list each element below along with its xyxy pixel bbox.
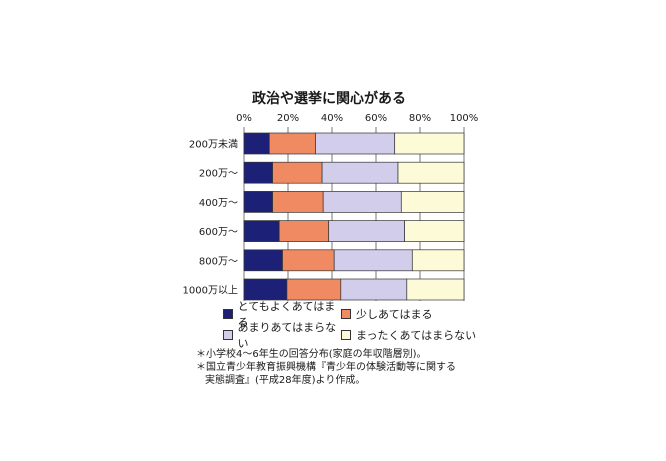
x-tick-label: 40% [321, 113, 343, 124]
bar-segment [394, 132, 465, 155]
legend-label: 少しあてはまる [356, 308, 433, 321]
bar-segment [333, 249, 413, 272]
bar-segment [322, 191, 402, 213]
bar-segment [315, 132, 396, 155]
x-tick-label: 100% [450, 113, 479, 124]
bar-segment [268, 132, 316, 155]
note-line: 実態調査』(平成28年度)より作成。 [205, 375, 366, 386]
bar-segment [243, 191, 273, 213]
x-tick-label: 80% [409, 113, 431, 124]
note-line: ＊国立青少年教育振興機構『青少年の体験活動等に関する [196, 362, 456, 373]
bar-segment [404, 220, 465, 242]
bar-segment [243, 278, 288, 301]
legend-item-not-much: あまりあてはまらない [223, 319, 341, 351]
bar-segment [272, 191, 324, 213]
bar-segment [400, 191, 465, 213]
bar-segment [272, 161, 323, 184]
bar-segment [321, 161, 399, 184]
category-label: 200万～ [199, 169, 238, 180]
legend-label: とてもよくあてはまる [237, 300, 336, 329]
bar-segment [278, 220, 330, 242]
bar-segment [328, 220, 405, 242]
x-tick-label: 0% [236, 113, 252, 124]
category-label: 1000万以上 [183, 285, 238, 297]
bar-segment [282, 249, 335, 272]
legend: とてもよくあてはまる 少しあてはまる あまりあてはまらない まったくあてはまらな… [223, 300, 523, 350]
bar-segment [243, 220, 280, 242]
legend-swatch [341, 309, 351, 319]
note-line: ＊小学校4～6年生の回答分布(家庭の年収階層別)。 [196, 349, 427, 360]
chart-title: 政治や選挙に関心がある [252, 90, 406, 107]
bar-segment [286, 278, 342, 301]
category-label: 600万～ [199, 227, 238, 238]
bar-segment [243, 132, 270, 155]
legend-swatch [223, 330, 233, 340]
legend-swatch [223, 309, 233, 319]
x-tick-label: 60% [365, 113, 387, 124]
bar-segment [406, 278, 465, 301]
bar-segment [340, 278, 408, 301]
notes: ＊小学校4～6年生の回答分布(家庭の年収階層別)。 ＊国立青少年教育振興機構『青… [196, 348, 456, 387]
bar-segment [243, 161, 273, 184]
category-label: 800万～ [199, 256, 238, 267]
bar-segment [411, 249, 465, 272]
legend-item-not-at-all: まったくあてはまらない [341, 327, 481, 343]
category-label: 400万～ [199, 198, 238, 209]
x-tick-label: 20% [277, 113, 299, 124]
category-label: 200万未満 [189, 139, 238, 151]
bar-segment [243, 249, 283, 272]
legend-item-somewhat: 少しあてはまる [341, 306, 481, 322]
legend-swatch [341, 330, 351, 340]
bar-segment [397, 161, 465, 184]
legend-label: あまりあてはまらない [237, 321, 337, 350]
legend-item-very: とてもよくあてはまる [223, 298, 341, 330]
legend-label: まったくあてはまらない [356, 329, 477, 342]
